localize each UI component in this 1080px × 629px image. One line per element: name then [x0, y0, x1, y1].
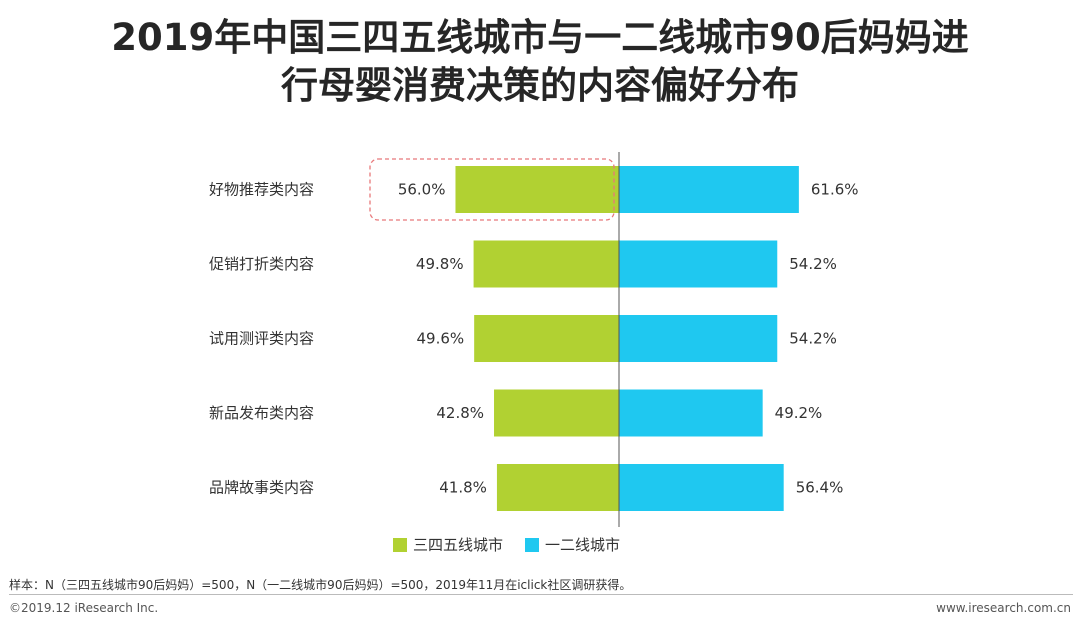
legend-label-tier12: 一二线城市	[545, 536, 621, 554]
copyright-text: ©2019.12 iResearch Inc.	[9, 601, 159, 615]
value-label-tier345: 41.8%	[439, 479, 487, 497]
highlight-dashed-box	[369, 158, 615, 221]
category-label: 好物推荐类内容	[209, 181, 314, 199]
value-label-tier12: 61.6%	[811, 181, 859, 199]
bar-tier345	[473, 240, 619, 288]
value-label-tier12: 54.2%	[789, 255, 837, 273]
legend-swatch-tier12	[525, 537, 540, 552]
legend-swatch-tier345	[393, 537, 407, 552]
value-label-tier345: 49.6%	[417, 330, 465, 348]
chart-title-line-2: 行母婴消费决策的内容偏好分布	[281, 64, 799, 107]
category-label: 促销打折类内容	[209, 255, 314, 273]
chart-title-line-1: 2019年中国三四五线城市与一二线城市90后妈妈进	[111, 16, 969, 59]
value-label-tier345: 49.8%	[416, 255, 464, 273]
bar-tier12	[619, 166, 799, 213]
footer-divider	[9, 594, 1073, 595]
bar-tier345	[494, 389, 619, 437]
category-label: 试用测评类内容	[209, 330, 314, 348]
value-label-tier345: 42.8%	[436, 404, 484, 422]
chart-legend: 三四五线城市 一二线城市	[393, 534, 642, 555]
sample-note: 样本：N（三四五线城市90后妈妈）=500，N（一二线城市90后妈妈）=500，…	[9, 578, 632, 592]
chart-title: 2019年中国三四五线城市与一二线城市90后妈妈进 行母婴消费决策的内容偏好分布	[0, 14, 1080, 110]
bar-tier345	[474, 315, 619, 362]
value-label-tier12: 54.2%	[789, 330, 837, 348]
value-label-tier12: 56.4%	[796, 479, 844, 497]
legend-item-tier345: 三四五线城市	[393, 534, 503, 555]
bar-tier12	[619, 389, 763, 437]
category-label: 品牌故事类内容	[209, 479, 314, 497]
value-label-tier345: 56.0%	[398, 181, 446, 199]
bar-tier345	[496, 464, 619, 511]
value-label-tier12: 49.2%	[775, 404, 823, 422]
category-label: 新品发布类内容	[209, 404, 314, 422]
legend-label-tier345: 三四五线城市	[413, 536, 504, 554]
legend-item-tier12: 一二线城市	[525, 534, 620, 555]
bar-tier12	[619, 464, 784, 511]
bar-tier12	[619, 315, 778, 362]
bar-tier345	[455, 166, 619, 213]
bar-tier12	[619, 240, 778, 288]
website-text: www.iresearch.com.cn	[936, 601, 1071, 615]
